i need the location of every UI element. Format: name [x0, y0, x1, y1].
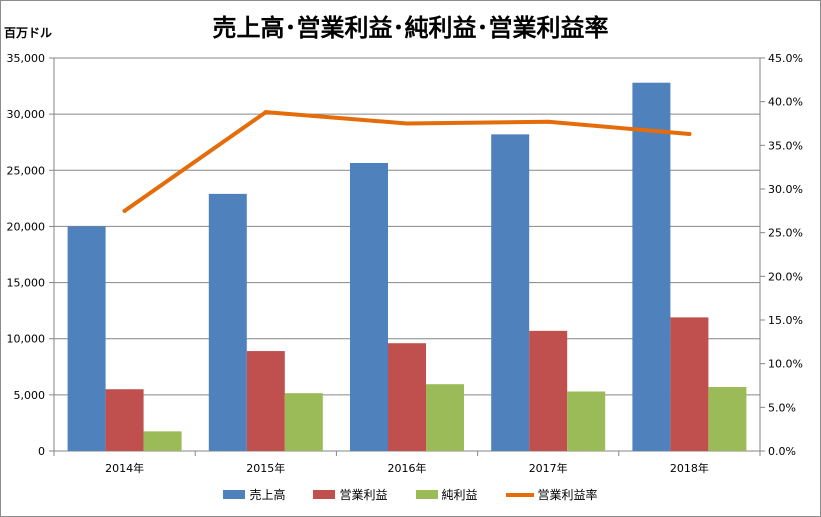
y-right-tick-label: 30.0%	[768, 183, 803, 196]
bar-純利益	[708, 386, 747, 451]
y-right-tick-label: 45.0%	[768, 52, 803, 65]
bar-売上高	[67, 226, 106, 451]
legend-swatch	[223, 490, 246, 499]
y-left-tick-label: 35,000	[7, 52, 46, 65]
bar-純利益	[426, 384, 464, 451]
y-right-tick-label: 15.0%	[768, 314, 803, 327]
y-left-tick-label: 25,000	[7, 164, 46, 177]
chart-legend: 売上高 営業利益 純利益 営業利益率	[0, 486, 821, 503]
y-left-tick-label: 0	[38, 445, 45, 458]
bar-純利益	[143, 431, 182, 451]
bar-純利益	[284, 393, 323, 451]
legend-label: 営業利益率	[537, 488, 598, 502]
y-left-tick-label: 15,000	[7, 277, 46, 290]
y-right-tick-label: 40.0%	[768, 96, 803, 109]
legend-swatch	[415, 490, 438, 499]
x-tick-label: 2017年	[529, 461, 568, 475]
bar-売上高	[632, 82, 671, 452]
legend-item: 純利益	[415, 486, 478, 503]
bar-営業利益	[529, 330, 568, 451]
bar-売上高	[491, 134, 530, 451]
y-right-tick-label: 5.0%	[768, 401, 796, 414]
legend-item: 営業利益	[313, 486, 388, 503]
line-point-営業利益率	[122, 208, 127, 213]
legend-swatch	[505, 492, 534, 497]
bar-営業利益	[105, 389, 144, 451]
legend-label: 営業利益	[339, 488, 388, 502]
y-left-tick-label: 30,000	[7, 108, 46, 121]
x-tick-label: 2014年	[105, 461, 144, 475]
y-axis-unit-label: 百万ドル	[4, 26, 53, 40]
y-right-tick-label: 10.0%	[768, 358, 803, 371]
line-point-営業利益率	[687, 131, 692, 136]
y-left-tick-label: 5,000	[14, 389, 46, 402]
legend-item: 売上高	[223, 486, 285, 503]
y-right-tick-label: 0.0%	[768, 445, 796, 458]
legend-label: 純利益	[441, 488, 478, 502]
x-tick-label: 2016年	[388, 461, 427, 475]
bar-営業利益	[388, 343, 426, 451]
y-right-tick-label: 20.0%	[768, 270, 803, 283]
bar-売上高	[208, 193, 247, 451]
bar-営業利益	[246, 351, 285, 451]
legend-swatch	[313, 490, 336, 499]
bar-純利益	[567, 391, 606, 451]
y-left-tick-label: 20,000	[7, 220, 46, 233]
x-tick-label: 2018年	[670, 461, 709, 475]
x-tick-label: 2015年	[246, 461, 285, 475]
y-right-tick-label: 25.0%	[768, 227, 803, 240]
line-point-営業利益率	[546, 119, 551, 124]
line-point-営業利益率	[263, 110, 268, 115]
legend-item: 営業利益率	[505, 486, 598, 503]
y-left-tick-label: 10,000	[7, 333, 46, 346]
bar-売上高	[350, 162, 388, 452]
legend-label: 売上高	[249, 488, 286, 502]
y-right-tick-label: 35.0%	[768, 139, 803, 152]
line-point-営業利益率	[405, 121, 409, 126]
bar-営業利益	[670, 317, 709, 451]
chart-title: 売上高･営業利益･純利益･営業利益率	[212, 14, 609, 42]
